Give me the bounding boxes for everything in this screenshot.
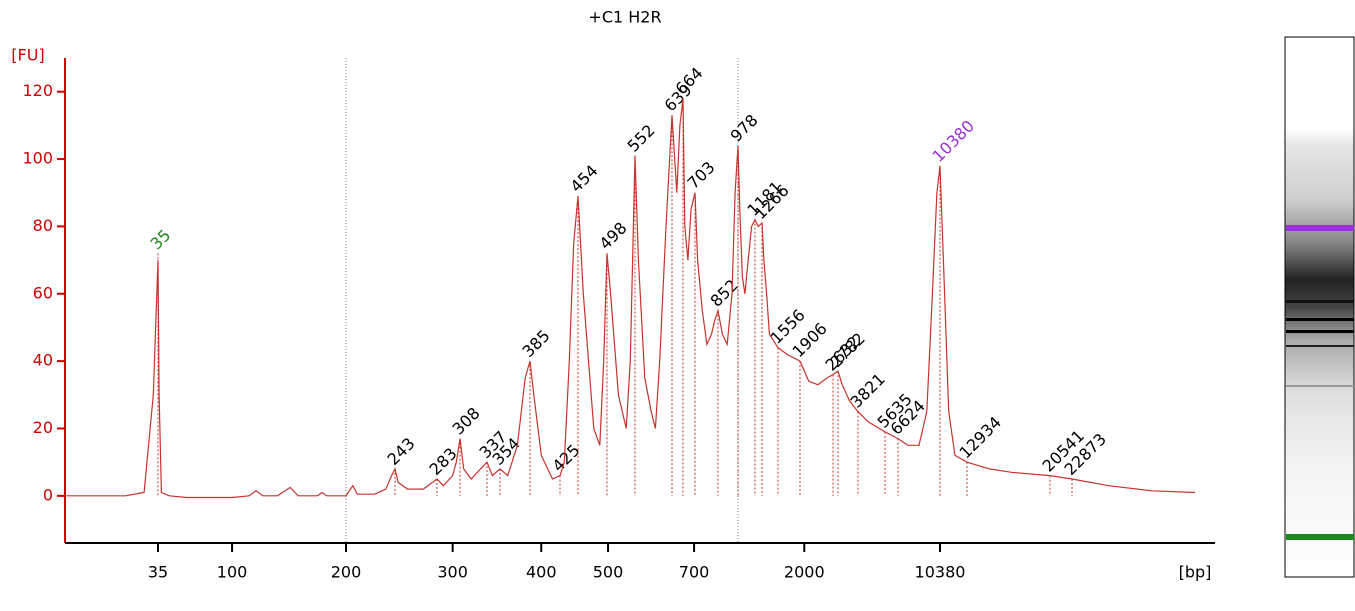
x-tick-label: 10380 — [915, 563, 966, 582]
y-tick-label: 80 — [33, 216, 53, 235]
gel-band — [1286, 300, 1354, 303]
x-tick-label: 300 — [437, 563, 468, 582]
x-tick-label: 35 — [148, 563, 168, 582]
gel-image — [1284, 36, 1355, 578]
peak-label: 385 — [519, 326, 554, 361]
y-axis-label: [FU] — [11, 46, 44, 65]
peak-label: 852 — [707, 276, 742, 311]
peak-label: 498 — [596, 218, 631, 253]
x-tick-label: 400 — [526, 563, 557, 582]
peak-label: 283 — [426, 444, 461, 479]
gel-band — [1286, 385, 1354, 387]
trace-line — [65, 98, 1196, 499]
peak-label: 243 — [384, 434, 419, 469]
peak-label: 308 — [449, 404, 484, 439]
y-tick-label: 100 — [22, 149, 53, 168]
x-tick-label: 700 — [679, 563, 710, 582]
gel-lane — [1284, 36, 1355, 578]
peak-label: 978 — [727, 111, 762, 146]
peak-label: 12934 — [956, 413, 1005, 462]
gel-upper-marker — [1286, 225, 1354, 231]
x-tick-label: 500 — [593, 563, 624, 582]
peak-label: 1266 — [751, 181, 793, 223]
peak-label: 454 — [567, 161, 602, 196]
gel-band — [1286, 345, 1354, 347]
x-tick-label: 2000 — [784, 563, 825, 582]
x-tick-label: 100 — [217, 563, 248, 582]
y-tick-label: 20 — [33, 418, 53, 437]
x-axis-label: [bp] — [1179, 563, 1212, 582]
gel-lower-marker — [1286, 534, 1354, 540]
y-tick-label: 120 — [22, 81, 53, 100]
peak-label: 10380 — [929, 116, 978, 165]
peak-label: 2782 — [827, 329, 869, 371]
y-tick-label: 40 — [33, 351, 53, 370]
y-tick-label: 0 — [43, 485, 53, 504]
gel-band — [1286, 330, 1354, 333]
peak-label: 552 — [624, 121, 659, 156]
peak-label: 35 — [147, 226, 175, 254]
y-tick-label: 60 — [33, 283, 53, 302]
x-tick-label: 200 — [331, 563, 362, 582]
peak-label: 703 — [684, 158, 719, 193]
gel-band — [1286, 318, 1354, 321]
chart-title: +C1 H2R — [588, 8, 661, 27]
